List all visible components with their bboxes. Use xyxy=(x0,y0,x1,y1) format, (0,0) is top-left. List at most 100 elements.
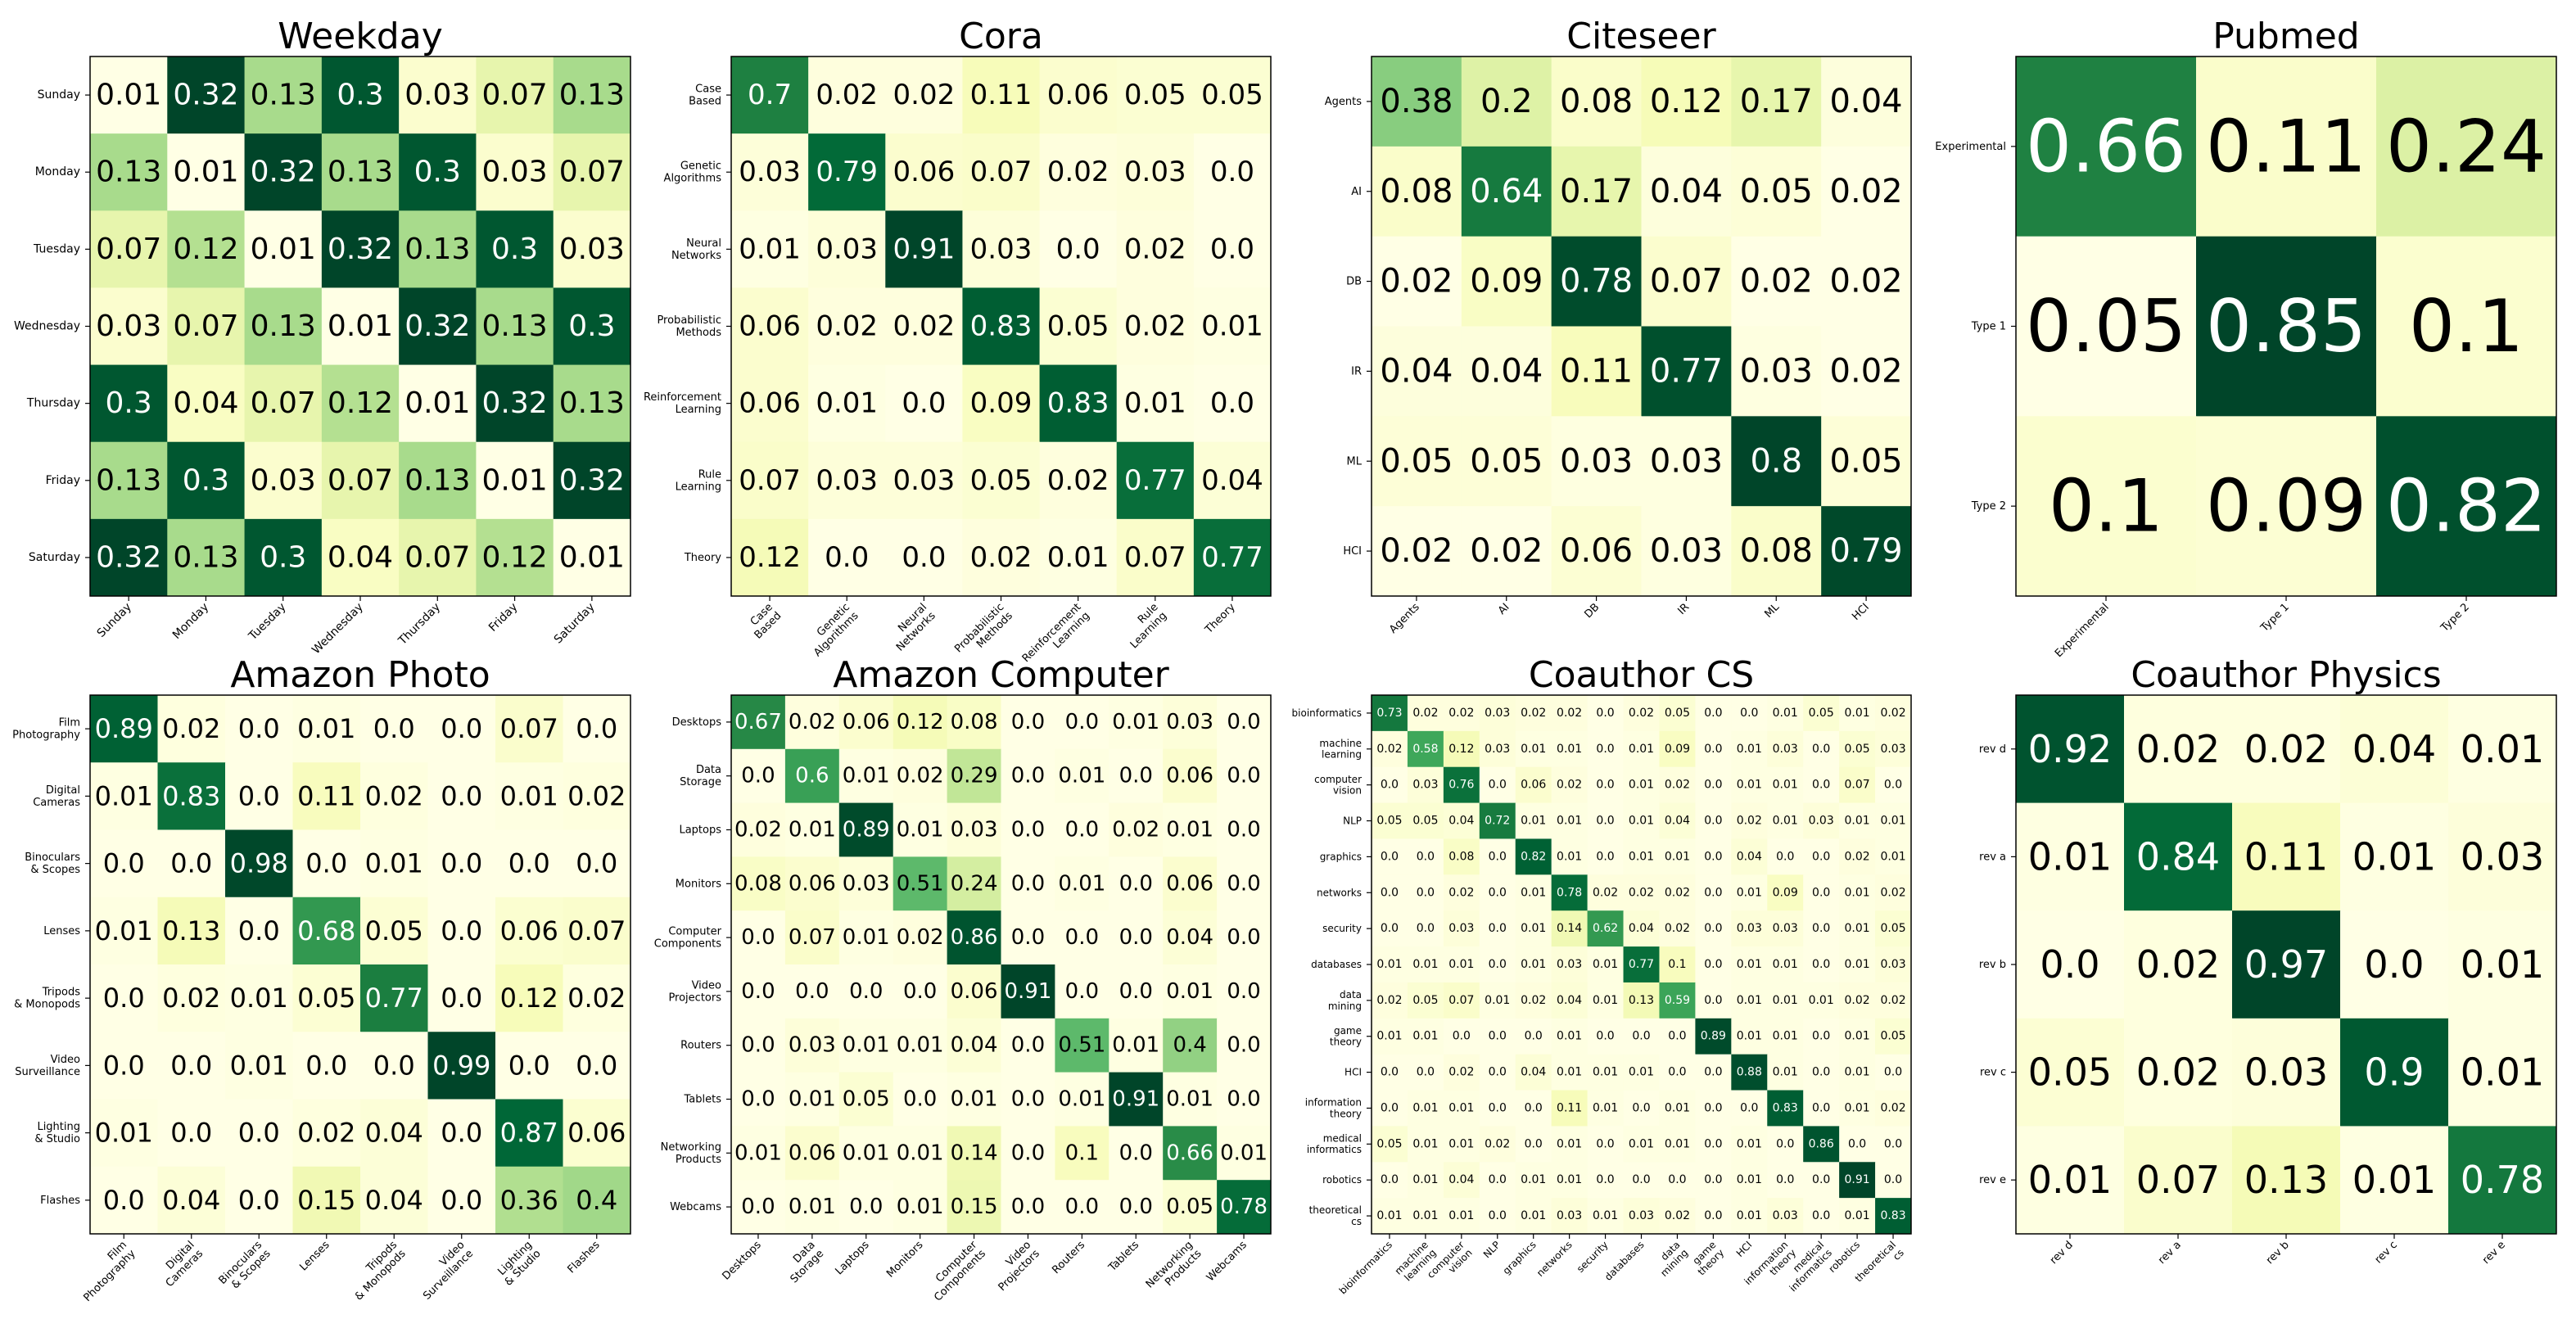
amazon-computer-cell xyxy=(1109,910,1164,965)
coauthor-cs-cell xyxy=(1767,874,1804,911)
amazon-computer-cell xyxy=(838,1180,894,1235)
amazon-photo-cell xyxy=(157,1166,226,1235)
coauthor-cs-cell-value: 0.0 xyxy=(1489,1209,1507,1222)
coauthor-cs-cell xyxy=(1551,1162,1589,1199)
amazon-computer-cell xyxy=(731,1180,786,1235)
cora-cell xyxy=(1116,364,1195,443)
amazon-computer-cell-value: 0.01 xyxy=(1058,1087,1105,1112)
coauthor-cs-cell-value: 0.01 xyxy=(1845,815,1870,828)
amazon-computer-cell-value: 0.0 xyxy=(1011,1033,1045,1058)
coauthor-cs-cell-value: 0.01 xyxy=(1521,1173,1546,1186)
weekday-cell xyxy=(476,133,554,211)
amazon-computer-cell-value: 0.01 xyxy=(897,818,944,842)
coauthor-cs-cell xyxy=(1731,730,1768,768)
cora-cell xyxy=(1039,56,1118,134)
coauthor-physics-y-tick-label: rev d xyxy=(1979,743,2006,755)
coauthor-cs-cell-value: 0.0 xyxy=(1417,850,1435,863)
coauthor-cs-cell-value: 0.05 xyxy=(1376,1137,1402,1150)
coauthor-cs-cell xyxy=(1803,766,1840,804)
coauthor-cs-cell-value: 0.02 xyxy=(1880,886,1905,899)
cora-cell-value: 0.0 xyxy=(825,541,869,574)
coauthor-cs-cell xyxy=(1479,838,1516,875)
cora-y-tick-label: Neural Networks xyxy=(671,237,721,261)
coauthor-cs-cell xyxy=(1875,730,1912,768)
coauthor-cs-cell-value: 0.91 xyxy=(1845,1173,1870,1186)
coauthor-cs-cell xyxy=(1839,1198,1876,1235)
amazon-computer-cell-value: 0.06 xyxy=(789,1141,836,1165)
coauthor-cs-cell xyxy=(1372,1198,1408,1235)
coauthor-cs-cell-value: 0.02 xyxy=(1629,886,1654,899)
coauthor-cs-cell xyxy=(1767,1162,1804,1199)
amazon-photo-cell-value: 0.04 xyxy=(365,1185,423,1216)
amazon-computer-cell-value: 0.0 xyxy=(1119,925,1153,950)
citeseer-cell-value: 0.02 xyxy=(1470,532,1543,570)
coauthor-cs-y-tick-label: theoretical cs xyxy=(1309,1204,1362,1227)
coauthor-cs-cell-value: 0.0 xyxy=(1632,1173,1650,1186)
amazon-photo-cell xyxy=(563,1166,631,1235)
amazon-photo-cell xyxy=(495,1032,563,1100)
amazon-computer-cell xyxy=(893,802,948,857)
coauthor-cs-cell-value: 0.01 xyxy=(1737,743,1762,756)
coauthor-physics-cell xyxy=(2124,1018,2233,1127)
coauthor-cs-cell-value: 0.0 xyxy=(1381,1066,1399,1079)
cora-cell-value: 0.07 xyxy=(1124,541,1186,574)
amazon-computer-cell xyxy=(947,802,1001,857)
weekday-cell xyxy=(399,518,477,597)
amazon-photo-cell-value: 0.0 xyxy=(103,848,145,879)
coauthor-cs-cell-value: 0.02 xyxy=(1521,994,1546,1007)
pubmed-y-tick-label: Type 1 xyxy=(1971,320,2006,332)
coauthor-cs-cell xyxy=(1767,1126,1804,1163)
coauthor-physics-cell-value: 0.84 xyxy=(2136,834,2220,879)
amazon-computer-cell xyxy=(784,748,840,804)
amazon-computer-cell xyxy=(784,802,840,857)
citeseer-cell xyxy=(1821,506,1912,597)
coauthor-cs-cell-value: 0.0 xyxy=(1704,1066,1722,1079)
coauthor-cs-cell-value: 0.01 xyxy=(1629,1066,1654,1079)
amazon-computer-cell-value: 0.0 xyxy=(1227,1087,1260,1112)
coauthor-cs-cell xyxy=(1839,946,1876,983)
coauthor-cs-cell-value: 0.01 xyxy=(1737,1030,1762,1043)
coauthor-cs-cell xyxy=(1803,730,1840,768)
citeseer-y-tick-label: ML xyxy=(1347,455,1363,468)
citeseer-cell-value: 0.08 xyxy=(1560,83,1633,120)
weekday-cell-value: 0.01 xyxy=(96,79,161,112)
amazon-computer-cell xyxy=(731,910,786,965)
coauthor-cs-cell xyxy=(1407,1090,1444,1127)
amazon-computer-cell xyxy=(1163,748,1218,804)
coauthor-cs-cell-value: 0.11 xyxy=(1557,1101,1582,1114)
citeseer-cell xyxy=(1641,56,1732,147)
coauthor-cs-cell xyxy=(1443,802,1480,839)
coauthor-cs-cell-value: 0.02 xyxy=(1880,707,1905,720)
citeseer-cell xyxy=(1641,326,1732,417)
weekday-cell-value: 0.32 xyxy=(559,463,625,497)
amazon-photo-cell-value: 0.0 xyxy=(238,1118,280,1149)
coauthor-cs-y-tick-label: security xyxy=(1322,923,1362,934)
amazon-computer-cell-value: 0.0 xyxy=(1227,979,1260,1004)
citeseer-cell-value: 0.12 xyxy=(1650,83,1723,120)
amazon-computer-cell xyxy=(1109,748,1164,804)
amazon-computer-cell xyxy=(1217,695,1272,750)
coauthor-cs-cell xyxy=(1479,1018,1516,1055)
amazon-photo-cell-value: 0.15 xyxy=(297,1185,355,1216)
coauthor-cs-cell-value: 0.06 xyxy=(1521,779,1546,792)
coauthor-physics-cell-value: 0.0 xyxy=(2364,942,2424,987)
amazon-computer-cell-value: 0.0 xyxy=(741,1033,775,1058)
amazon-photo-cell-value: 0.07 xyxy=(567,915,626,946)
weekday-cell xyxy=(167,441,246,520)
citeseer-y-tick-label: AI xyxy=(1351,185,1362,197)
weekday-cell xyxy=(167,287,246,366)
citeseer-cell xyxy=(1551,416,1642,507)
coauthor-cs-cell-value: 0.01 xyxy=(1521,886,1546,899)
coauthor-physics-cell xyxy=(2016,1018,2125,1127)
coauthor-cs-cell-value: 0.01 xyxy=(1557,815,1582,828)
coauthor-cs-cell xyxy=(1515,946,1552,983)
coauthor-cs-cell-value: 0.01 xyxy=(1809,994,1834,1007)
citeseer-cell xyxy=(1731,56,1822,147)
coauthor-cs-cell-value: 0.01 xyxy=(1773,994,1798,1007)
coauthor-cs-cell xyxy=(1839,910,1876,947)
amazon-computer-cell-value: 0.01 xyxy=(843,1033,890,1058)
coauthor-cs-cell xyxy=(1875,1198,1912,1235)
coauthor-cs-cell-value: 0.0 xyxy=(1704,743,1722,756)
amazon-computer-cell xyxy=(1163,695,1218,750)
coauthor-cs-cell-value: 0.0 xyxy=(1812,886,1830,899)
